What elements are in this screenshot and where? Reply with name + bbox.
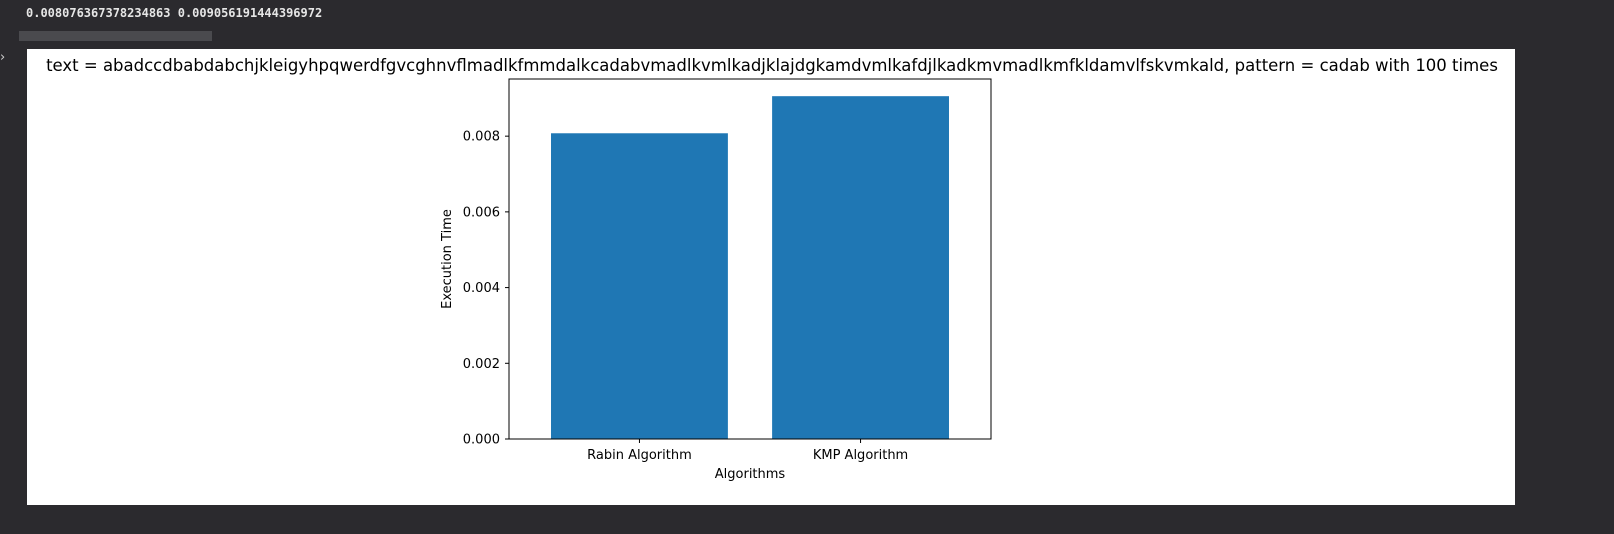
- chart-title: text = abadccdbabdabchjkleigyhpqwerdfgvc…: [46, 56, 1498, 75]
- collapse-output-chevron-icon[interactable]: ›: [0, 50, 6, 65]
- bar-chart: text = abadccdbabdabchjkleigyhpqwerdfgvc…: [46, 56, 1498, 482]
- horizontal-scrollbar[interactable]: [19, 31, 212, 41]
- y-tick-label: 0.000: [463, 433, 500, 448]
- y-tick-label: 0.008: [463, 130, 500, 145]
- y-axis-label: Execution Time: [440, 209, 455, 309]
- x-axis-label: Algorithms: [715, 467, 786, 482]
- bar-kmp-algorithm: [772, 96, 949, 440]
- y-tick-label: 0.002: [463, 357, 500, 372]
- y-tick-label: 0.004: [463, 281, 500, 296]
- chart-figure: text = abadccdbabdabchjkleigyhpqwerdfgvc…: [27, 49, 1515, 505]
- x-tick-label: KMP Algorithm: [813, 448, 908, 463]
- x-tick-label: Rabin Algorithm: [587, 448, 692, 463]
- axes-frame: [508, 78, 992, 440]
- printed-values: 0.008076367378234863 0.00905619144439697…: [26, 6, 323, 20]
- bar-rabin-algorithm: [551, 133, 728, 439]
- y-tick-label: 0.006: [463, 205, 500, 220]
